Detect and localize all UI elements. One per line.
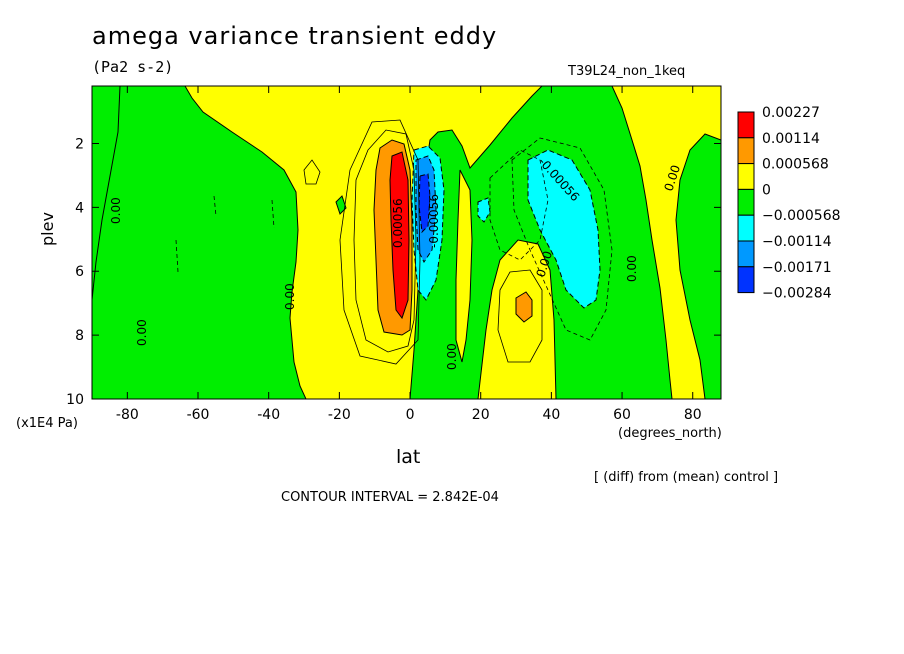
contour-label: 0.00 [445, 343, 459, 370]
core-positive-orange [373, 139, 413, 336]
contour-label: 0.00 [662, 163, 684, 193]
y-tick-label: 4 [75, 200, 84, 216]
contour-label: 0.00 [283, 283, 297, 310]
spot-negative-lat-19 [335, 195, 347, 215]
contour-label: 0.00 [534, 249, 556, 279]
region-negative-polar-south [92, 86, 121, 301]
contour-label: -0.00056 [427, 194, 441, 248]
contour-line-positive-outer [353, 129, 417, 353]
y-tick-label: 10 [66, 392, 84, 408]
contour-line-negative-lat-minus-55 [213, 195, 217, 217]
contour-interval-note: CONTOUR INTERVAL = 2.842E-04 [281, 490, 499, 505]
contour-line-positive-inner [339, 119, 421, 365]
lobe-positive-lat-33 [515, 291, 533, 323]
x-tick-label: -40 [257, 407, 280, 423]
core-positive-red [389, 151, 410, 320]
plot-frame [91, 85, 722, 400]
colorbar-label: 0.00227 [762, 105, 820, 121]
y-tick-label: 8 [75, 328, 84, 344]
x-axis-label: lat [396, 446, 421, 468]
lobe-positive-subtropical-north [477, 239, 557, 399]
contour-label: 0.00 [109, 197, 123, 224]
colorbar-swatch [737, 266, 755, 294]
colorbar-label: −0.00284 [762, 286, 832, 302]
region-negative-west [92, 86, 307, 399]
contour-line-positive-lat-33 [497, 269, 543, 363]
x-tick-label: 80 [684, 407, 702, 423]
axes: -80 -60 -40 -20 0 20 40 60 80 2 4 6 8 10 [66, 85, 722, 423]
colorbar-label: −0.00114 [762, 234, 832, 250]
contour-label: 0.00 [135, 319, 149, 346]
region-negative-cyan-north [527, 149, 601, 309]
contour-lines [175, 119, 613, 365]
contour-label: 0.00056 [391, 198, 405, 248]
colorbar-swatch [737, 240, 755, 268]
contour-line-positive-lat-28 [303, 159, 321, 185]
colorbar-swatch [737, 111, 755, 139]
x-axis-unit: (degrees_north) [618, 426, 722, 441]
region-negative-north [409, 86, 673, 399]
colorbar-label: 0.00114 [762, 131, 820, 147]
contour-line-negative-lat-minus-65 [175, 239, 179, 273]
run-label: T39L24_non_1keq [568, 64, 686, 79]
contour-line-negative-north-inner [489, 149, 549, 261]
core-negative-medium [415, 155, 437, 263]
contour-line-negative-north-outer [511, 137, 613, 341]
x-tick-label: -80 [116, 407, 139, 423]
y-axis-label: plev [38, 212, 57, 246]
core-negative-deep [418, 173, 431, 234]
spot-negative-lat-22 [477, 197, 491, 223]
core-negative-light [411, 145, 445, 301]
region-negative-polar-north [675, 133, 721, 399]
contour-labels: 0.00 0.00 0.00 0.00 0.00 0.00 0.00 -0.00… [109, 155, 683, 370]
y-tick-label: 2 [75, 136, 84, 152]
x-tick-label: 60 [613, 407, 631, 423]
colorbar: 0.00227 0.00114 0.000568 0 −0.000568 −0.00114… [737, 105, 841, 302]
y-axis-unit: (x1E4 Pa) [16, 416, 78, 431]
colorbar-label: −0.00171 [762, 260, 832, 276]
chart-units: (Pa2 s-2) [92, 58, 174, 76]
contour-label: 0.00 [625, 255, 639, 282]
y-tick-label: 6 [75, 264, 84, 280]
x-tick-label: -20 [328, 407, 351, 423]
contour-line-negative-lat-minus-75 [271, 199, 275, 229]
chart-title: amega variance transient eddy [92, 22, 498, 50]
colorbar-label: 0 [762, 182, 771, 198]
colorbar-label: 0.000568 [762, 157, 829, 173]
x-tick-label: -60 [187, 407, 210, 423]
diff-note: [ (diff) from (mean) control ] [594, 470, 779, 485]
lobe-positive-lat-18 [455, 169, 473, 363]
colorbar-swatch [737, 137, 755, 165]
colorbar-swatch [737, 163, 755, 190]
colorbar-label: −0.000568 [762, 208, 841, 224]
colorbar-swatch [737, 188, 755, 216]
contour-label: -0.00056 [536, 155, 583, 204]
x-tick-label: 20 [472, 407, 490, 423]
colorbar-swatch [737, 214, 755, 242]
field-background-positive [92, 86, 721, 399]
x-tick-label: 0 [406, 407, 415, 423]
x-tick-label: 40 [542, 407, 560, 423]
contour-field [92, 86, 721, 399]
